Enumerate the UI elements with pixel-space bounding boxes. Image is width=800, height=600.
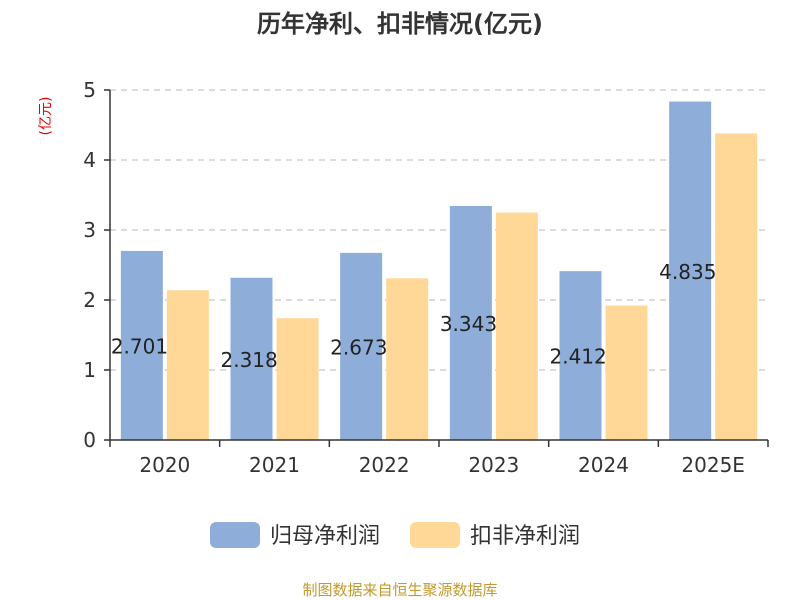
data-label: 3.343 bbox=[440, 312, 497, 336]
bar-series-2 bbox=[276, 318, 319, 440]
y-tick-label: 1 bbox=[83, 358, 96, 382]
data-label: 2.701 bbox=[111, 334, 168, 358]
bar-series-2 bbox=[495, 212, 538, 440]
data-label: 4.835 bbox=[659, 260, 716, 284]
data-label: 2.673 bbox=[330, 335, 387, 359]
bar-series-2 bbox=[166, 290, 209, 440]
x-tick-label: 2023 bbox=[468, 453, 519, 477]
bar-series-1 bbox=[230, 277, 273, 440]
data-label: 2.412 bbox=[550, 345, 607, 369]
y-tick-label: 2 bbox=[83, 288, 96, 312]
bar-series-2 bbox=[605, 305, 648, 440]
bar-series-2 bbox=[715, 133, 758, 440]
y-tick-label: 4 bbox=[83, 148, 96, 172]
x-tick-label: 2025E bbox=[681, 453, 745, 477]
source-note: 制图数据来自恒生聚源数据库 bbox=[302, 581, 497, 599]
legend-swatch-series-2 bbox=[410, 522, 460, 548]
legend-item-series-1[interactable]: 归母净利润 bbox=[210, 522, 380, 549]
bar-series-1 bbox=[669, 101, 712, 441]
x-tick-label: 2020 bbox=[139, 453, 190, 477]
data-labels: 2.701 2.318 2.673 3.343 2.412 4.835 bbox=[111, 260, 717, 372]
bars bbox=[120, 101, 758, 441]
bar-series-2 bbox=[386, 278, 429, 440]
legend-label-series-2: 扣非净利润 bbox=[470, 524, 580, 549]
x-tick-label: 2021 bbox=[249, 453, 300, 477]
data-label: 2.318 bbox=[221, 348, 278, 372]
legend-label-series-1: 归母净利润 bbox=[270, 524, 380, 549]
chart-title: 历年净利、扣非情况(亿元) bbox=[257, 10, 543, 38]
bar-series-1 bbox=[559, 271, 602, 440]
legend-swatch-series-1 bbox=[210, 522, 260, 548]
legend[interactable]: 归母净利润 扣非净利润 bbox=[210, 522, 580, 549]
y-tick-label: 0 bbox=[83, 428, 96, 452]
x-axis-ticks: 2020 2021 2022 2023 2024 2025E bbox=[109, 440, 769, 477]
legend-item-series-2[interactable]: 扣非净利润 bbox=[410, 522, 580, 549]
y-axis-ticks: 0 1 2 3 4 5 bbox=[83, 78, 110, 452]
x-tick-label: 2022 bbox=[359, 453, 410, 477]
y-tick-label: 3 bbox=[83, 218, 96, 242]
bar-series-1 bbox=[340, 252, 383, 440]
bar-series-1 bbox=[120, 250, 163, 440]
x-tick-label: 2024 bbox=[578, 453, 629, 477]
y-axis-unit-label: (亿元) bbox=[38, 97, 54, 136]
y-tick-label: 5 bbox=[83, 78, 96, 102]
bar-series-1 bbox=[449, 205, 492, 440]
